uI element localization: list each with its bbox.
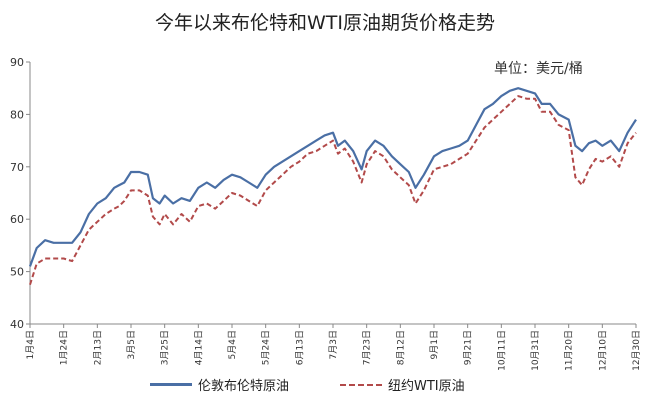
legend-swatch-wti — [340, 383, 382, 386]
x-tick-label: 6月13日 — [294, 330, 305, 365]
chart-axes — [29, 62, 636, 325]
series-line-brent — [28, 87, 637, 267]
y-tick-label: 80 — [10, 108, 24, 121]
legend-swatch-brent — [150, 383, 192, 386]
legend-label-brent: 伦敦布伦特原油 — [198, 379, 290, 394]
y-tick-label: 90 — [10, 56, 24, 69]
x-tick-label: 5月4日 — [227, 330, 238, 359]
y-axis-ticks: 40 50 60 70 80 90 — [10, 56, 30, 331]
unit-label: 单位：美元/桶 — [494, 61, 583, 77]
x-tick-label: 3月25日 — [160, 330, 171, 365]
x-tick-label: 12月10日 — [597, 330, 608, 371]
chart-legend: 伦敦布伦特原油 纽约WTI原油 — [0, 375, 650, 399]
y-tick-label: 60 — [10, 213, 24, 226]
legend-label-wti: 纽约WTI原油 — [388, 379, 465, 394]
x-tick-label: 2月13日 — [92, 330, 103, 365]
x-tick-label: 12月30日 — [631, 330, 642, 371]
x-tick-label: 9月1日 — [429, 330, 440, 359]
y-tick-label: 70 — [10, 161, 24, 174]
x-tick-label: 11月20日 — [564, 330, 575, 371]
x-tick-label: 1月4日 — [25, 330, 36, 359]
legend-item-brent: 伦敦布伦特原油 — [150, 375, 289, 394]
x-tick-label: 10月31日 — [530, 330, 541, 371]
chart-series — [28, 87, 637, 286]
x-tick-label: 1月24日 — [59, 330, 70, 365]
x-tick-label: 3月5日 — [126, 330, 137, 359]
x-tick-label: 9月21日 — [463, 330, 474, 365]
x-tick-label: 7月3日 — [328, 330, 339, 359]
x-axis-ticks: 1月4日 1月24日 2月13日 3月5日 3月25日 4月14日 5月4日 5月24日 6月1… — [25, 324, 642, 371]
y-tick-label: 50 — [10, 266, 24, 279]
x-tick-label: 4月14日 — [193, 330, 204, 365]
x-tick-label: 5月24日 — [261, 330, 272, 365]
series-line-wti — [29, 95, 637, 286]
legend-item-wti: 纽约WTI原油 — [340, 375, 465, 394]
x-tick-label: 7月23日 — [362, 330, 373, 365]
x-tick-label: 8月12日 — [395, 330, 406, 365]
chart-title: 今年以来布伦特和WTI原油期货价格走势 — [155, 12, 495, 34]
y-tick-label: 40 — [10, 318, 24, 331]
x-tick-label: 10月11日 — [496, 330, 507, 371]
